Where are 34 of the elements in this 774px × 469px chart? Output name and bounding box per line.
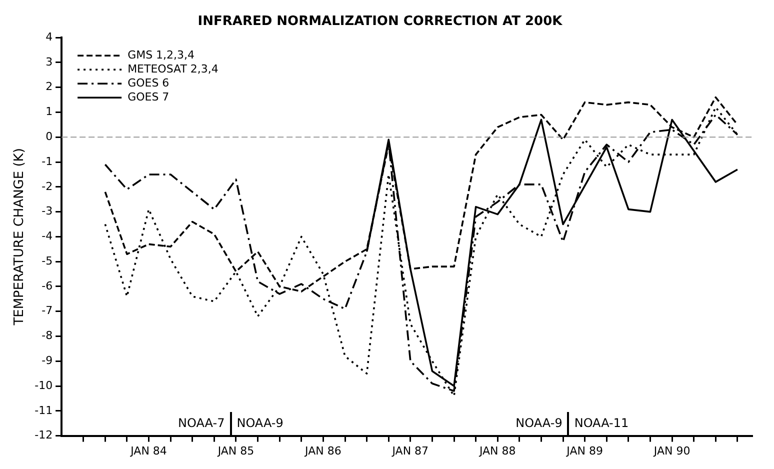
y-tick-label: 2 [46, 80, 53, 94]
x-tick-label: JAN 84 [130, 444, 167, 458]
x-tick-label: JAN 90 [652, 444, 690, 458]
annotation: NOAA-7 [178, 416, 225, 430]
x-tick-label: JAN 85 [216, 444, 254, 458]
chart-title: INFRARED NORMALIZATION CORRECTION AT 200K [198, 14, 564, 30]
y-axis-title: TEMPERATURE CHANGE (K) [12, 148, 28, 326]
y-tick-label: -5 [42, 254, 53, 268]
y-tick-label: -4 [42, 230, 53, 243]
x-tick-label: JAN 87 [391, 444, 429, 458]
y-tick-label: 3 [46, 55, 53, 68]
annotation: NOAA-9 [516, 416, 562, 430]
y-tick-label: -9 [42, 354, 53, 367]
legend-label: GOES 6 [128, 76, 170, 90]
x-tick-label: JAN 89 [566, 444, 603, 458]
y-tick-label: -1 [42, 154, 53, 168]
y-tick-label: -11 [34, 404, 53, 417]
x-tick-label: JAN 86 [304, 444, 342, 458]
y-tick-label: 4 [46, 30, 53, 44]
annotation: NOAA-9 [236, 416, 284, 430]
y-tick-label: -7 [42, 304, 53, 318]
y-tick-label: -3 [42, 204, 53, 218]
x-tick-label: JAN 88 [478, 444, 516, 458]
y-tick-label: 0 [46, 130, 53, 144]
legend-label: GOES 7 [128, 90, 170, 104]
y-tick-label: -8 [42, 329, 53, 342]
y-tick-label: -6 [42, 279, 53, 292]
legend-label: METEOSAT 2,3,4 [128, 62, 218, 76]
y-tick-label: 1 [46, 105, 53, 118]
y-tick-label: -2 [42, 180, 53, 193]
legend-label: GMS 1,2,3,4 [128, 48, 195, 62]
y-tick-label: -10 [34, 378, 53, 392]
annotation: NOAA-11 [574, 416, 629, 430]
y-tick-label: -12 [34, 428, 53, 442]
